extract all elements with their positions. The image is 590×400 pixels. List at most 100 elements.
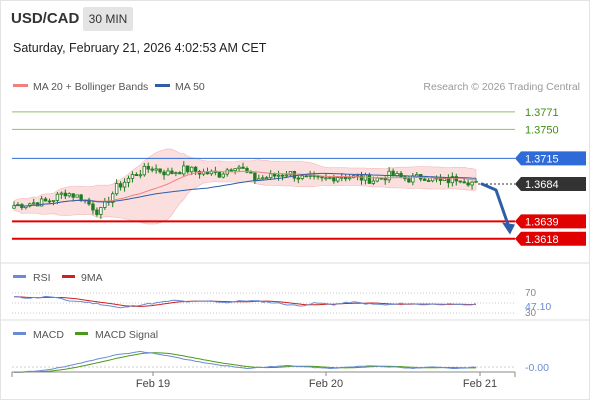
candle-body <box>261 177 265 180</box>
candle-body <box>166 170 170 176</box>
ma50-line <box>13 172 477 207</box>
candle-body <box>95 209 99 215</box>
candle-body <box>87 199 91 205</box>
candle-body <box>407 178 411 183</box>
macd-legend-label: MACD <box>33 329 64 341</box>
candle-body <box>422 178 427 181</box>
candle-body <box>458 180 462 183</box>
support-tag <box>515 231 586 246</box>
candle-body <box>419 174 423 180</box>
macd-signal-line <box>14 352 476 373</box>
candle-body <box>245 167 249 173</box>
pivot-label: 1.3715 <box>525 153 559 165</box>
x-axis-label: Feb 21 <box>463 378 497 390</box>
candle-body <box>63 192 68 197</box>
candle-body <box>146 165 150 170</box>
candle-body <box>300 175 304 179</box>
candle-body <box>308 175 312 177</box>
x-axis-labels: Feb 19 Feb 20 Feb 21 <box>136 372 497 390</box>
pivot-tag <box>515 151 586 166</box>
candle-body <box>158 168 162 173</box>
candle-body <box>182 165 186 175</box>
candle-body <box>162 171 166 176</box>
candle-body <box>122 181 127 188</box>
candle-body <box>32 202 36 205</box>
rsi-guides <box>12 292 515 314</box>
rsi-ma-legend-swatch <box>62 275 75 278</box>
bollinger-band-area <box>13 148 477 225</box>
candle-body <box>470 181 474 186</box>
candle-body <box>114 183 119 195</box>
candle-body <box>118 183 123 188</box>
candle-body <box>474 180 478 183</box>
candle-body <box>59 192 64 195</box>
candle-body <box>336 177 340 182</box>
candle-body <box>170 170 174 174</box>
ma20-legend-label: MA 20 + Bollinger Bands <box>33 81 148 93</box>
macd-value-label: -0.00 <box>525 362 549 374</box>
candle-body <box>276 174 281 177</box>
candle-body <box>340 176 344 179</box>
candle-body <box>43 198 48 202</box>
candle-body <box>51 200 56 202</box>
candle-body <box>55 193 60 201</box>
candle-body <box>375 177 379 182</box>
price-level-tags: 1.3771 1.3750 1.3715 1.3684 1.3639 1.3618 <box>515 107 586 246</box>
rsi-legend-swatch <box>13 275 26 278</box>
forecast-arrow <box>480 182 510 226</box>
candle-body <box>466 182 470 186</box>
rsi-30-label: 30 <box>525 308 537 319</box>
candle-body <box>324 177 328 180</box>
candle-body <box>138 174 143 177</box>
candle-body <box>442 178 447 182</box>
candle-body <box>130 174 135 179</box>
candle-body <box>111 193 115 203</box>
candle-body <box>304 175 308 178</box>
x-axis-label: Feb 19 <box>136 378 170 390</box>
ma20-legend-swatch <box>13 84 28 87</box>
candle-body <box>454 176 458 182</box>
candle-body <box>292 171 297 179</box>
rsi-70-label: 70 <box>525 288 537 299</box>
ma50-legend-swatch <box>155 84 170 87</box>
macd-signal-legend-label: MACD Signal <box>95 329 158 341</box>
currency-pair-title: USD/CAD <box>11 10 80 27</box>
candle-body <box>99 207 103 215</box>
candle-body <box>174 172 178 174</box>
last-price-label: 1.3684 <box>525 179 559 191</box>
candle-body <box>47 200 52 203</box>
candle-body <box>347 177 352 180</box>
candle-body <box>253 172 257 181</box>
candle-body <box>426 180 431 182</box>
candle-body <box>35 202 40 207</box>
price-levels <box>12 111 515 240</box>
candle-body <box>126 177 131 183</box>
candle-body <box>288 171 293 176</box>
macd-legend-swatch <box>13 332 26 335</box>
macd-line <box>14 350 477 373</box>
candle-body <box>229 169 233 172</box>
candle-body <box>178 172 182 175</box>
candle-body <box>344 176 348 180</box>
candle-body <box>221 173 225 178</box>
candle-body <box>241 166 245 169</box>
candle-body <box>399 173 403 178</box>
support-label: 1.3639 <box>525 216 559 228</box>
candle-body <box>332 177 336 182</box>
candle-body <box>284 174 289 177</box>
candle-body <box>359 175 364 181</box>
candle-body <box>272 173 277 177</box>
last-price-tag <box>515 177 586 192</box>
candle-body <box>217 172 222 178</box>
candle-body <box>154 168 158 171</box>
x-axis-label: Feb 20 <box>309 378 343 390</box>
candle-body <box>71 193 75 198</box>
candle-body <box>237 166 241 170</box>
candle-body <box>367 174 372 184</box>
candle-body <box>142 165 146 176</box>
timeframe-button[interactable]: 30 MIN <box>83 7 133 31</box>
candle-body <box>186 165 190 173</box>
rsi-value-label: 47.10 <box>525 301 551 313</box>
credit-label: Research © 2026 Trading Central <box>423 81 580 93</box>
